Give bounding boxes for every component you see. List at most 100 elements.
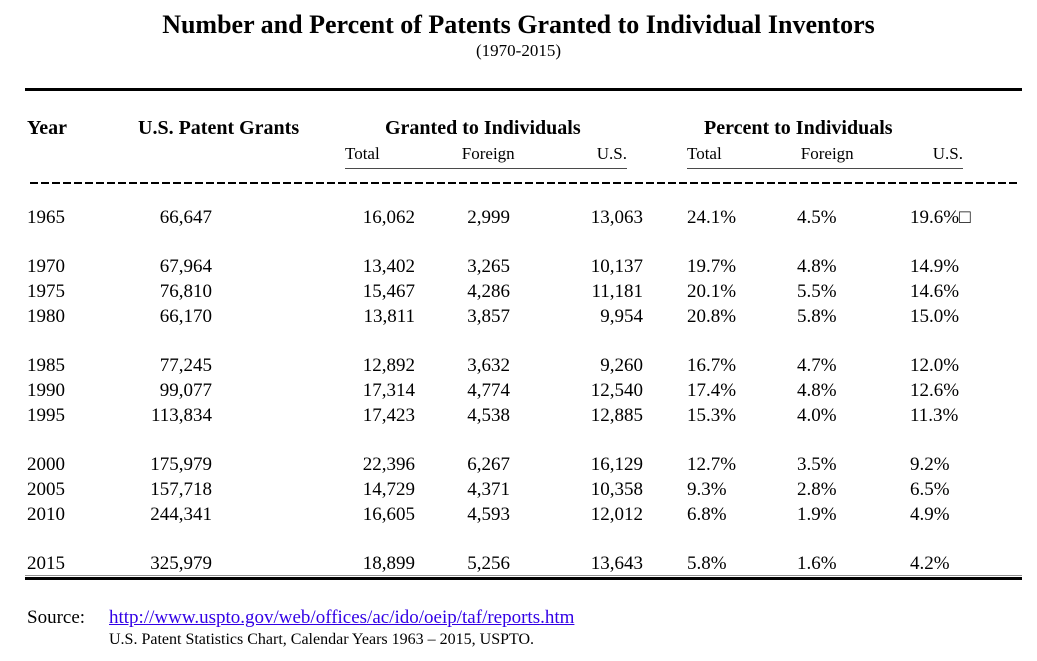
table-body: 1965 66,647 16,062 2,999 13,063 24.1% 4.…	[27, 205, 1023, 576]
bottom-rule	[25, 575, 1022, 581]
cell-percent-foreign: 1.9%	[797, 504, 837, 525]
cell-granted-us: 12,012	[590, 504, 643, 525]
cell-granted-foreign: 3,857	[467, 306, 510, 327]
column-group-granted-to-individuals: Granted to Individuals	[385, 117, 581, 139]
cell-us-patent-grants: 67,964	[159, 256, 212, 277]
cell-granted-total: 17,423	[362, 405, 415, 426]
cell-granted-us: 13,063	[590, 207, 643, 228]
cell-percent-us: 4.2%	[910, 553, 950, 574]
cell-us-patent-grants: 175,979	[150, 454, 212, 475]
page-subtitle: (1970-2015)	[476, 41, 561, 60]
cell-percent-foreign: 3.5%	[797, 454, 837, 475]
table-row: 1965 66,647 16,062 2,999 13,063 24.1% 4.…	[27, 205, 1023, 230]
table-row: 1970 67,964 13,402 3,265 10,137 19.7% 4.…	[27, 254, 1023, 279]
cell-percent-us: 4.9%	[910, 504, 950, 525]
cell-year: 1985	[27, 355, 65, 376]
source-link[interactable]: http://www.uspto.gov/web/offices/ac/ido/…	[109, 607, 575, 628]
cell-granted-us: 12,885	[590, 405, 643, 426]
cell-granted-us: 9,260	[600, 355, 643, 376]
header-separator-rule	[30, 182, 1020, 184]
cell-percent-foreign: 4.8%	[797, 380, 837, 401]
cell-year: 1975	[27, 281, 65, 302]
cell-us-patent-grants: 113,834	[150, 405, 212, 426]
cell-percent-total: 15.3%	[687, 405, 737, 426]
cell-year: 1965	[27, 207, 65, 228]
cell-year: 1980	[27, 306, 65, 327]
cell-granted-total: 15,467	[362, 281, 415, 302]
top-rule	[25, 88, 1022, 91]
cell-granted-foreign: 2,999	[467, 207, 510, 228]
cell-percent-us: 19.6%□	[910, 207, 971, 228]
cell-percent-us: 9.2%	[910, 454, 950, 475]
cell-percent-foreign: 4.8%	[797, 256, 837, 277]
cell-percent-total: 12.7%	[687, 454, 737, 475]
cell-percent-foreign: 1.6%	[797, 553, 837, 574]
cell-us-patent-grants: 157,718	[150, 479, 212, 500]
subheader-granted-us: U.S.	[596, 144, 627, 163]
row-group-spacer	[27, 329, 1023, 353]
cell-granted-total: 16,062	[362, 207, 415, 228]
cell-percent-us: 6.5%	[910, 479, 950, 500]
table-row: 2015 325,979 18,899 5,256 13,643 5.8% 1.…	[27, 551, 1023, 576]
cell-granted-us: 11,181	[591, 281, 643, 302]
cell-percent-total: 19.7%	[687, 256, 737, 277]
cell-percent-total: 20.1%	[687, 281, 737, 302]
table-header: Year U.S. Patent Grants Granted to Indiv…	[0, 0, 1037, 182]
cell-granted-foreign: 6,267	[467, 454, 510, 475]
cell-percent-us: 12.6%	[910, 380, 960, 401]
cell-us-patent-grants: 99,077	[159, 380, 212, 401]
cell-year: 1995	[27, 405, 65, 426]
table-row: 2000 175,979 22,396 6,267 16,129 12.7% 3…	[27, 452, 1023, 477]
column-gap	[643, 254, 687, 279]
column-gap	[643, 279, 687, 304]
page-title: Number and Percent of Patents Granted to…	[162, 10, 875, 39]
cell-granted-total: 12,892	[362, 355, 415, 376]
table-row: 1990 99,077 17,314 4,774 12,540 17.4% 4.…	[27, 378, 1023, 403]
column-gap	[643, 403, 687, 428]
column-gap	[643, 551, 687, 576]
cell-year: 2000	[27, 454, 65, 475]
table-row: 2005 157,718 14,729 4,371 10,358 9.3% 2.…	[27, 477, 1023, 502]
cell-granted-us: 12,540	[590, 380, 643, 401]
cell-granted-foreign: 3,265	[467, 256, 510, 277]
cell-percent-us: 15.0%	[910, 306, 960, 327]
cell-year: 2015	[27, 553, 65, 574]
subheader-percent-total: Total	[687, 144, 722, 163]
cell-percent-total: 6.8%	[687, 504, 727, 525]
cell-year: 2010	[27, 504, 65, 525]
cell-year: 2005	[27, 479, 65, 500]
cell-granted-us: 9,954	[600, 306, 643, 327]
cell-percent-total: 17.4%	[687, 380, 737, 401]
table-row: 1985 77,245 12,892 3,632 9,260 16.7% 4.7…	[27, 353, 1023, 378]
cell-granted-total: 13,811	[363, 306, 415, 327]
cell-granted-total: 22,396	[362, 454, 415, 475]
table-row: 1995 113,834 17,423 4,538 12,885 15.3% 4…	[27, 403, 1023, 428]
column-gap	[643, 353, 687, 378]
cell-granted-us: 10,358	[590, 479, 643, 500]
cell-year: 1970	[27, 256, 65, 277]
subheader-granted-foreign: Foreign	[461, 144, 515, 163]
subheader-percent-foreign: Foreign	[800, 144, 854, 163]
cell-percent-us: 14.9%	[910, 256, 960, 277]
cell-us-patent-grants: 244,341	[150, 504, 212, 525]
cell-granted-foreign: 4,774	[467, 380, 510, 401]
cell-percent-us: 12.0%	[910, 355, 960, 376]
cell-granted-total: 16,605	[362, 504, 415, 525]
cell-percent-foreign: 4.7%	[797, 355, 837, 376]
cell-granted-foreign: 4,538	[467, 405, 510, 426]
cell-granted-total: 13,402	[362, 256, 415, 277]
percent-subheader-row: Total Foreign U.S.	[687, 144, 963, 169]
row-group-spacer	[27, 527, 1023, 551]
cell-percent-us: 14.6%	[910, 281, 960, 302]
cell-percent-total: 5.8%	[687, 553, 727, 574]
column-header-us-patent-grants: U.S. Patent Grants	[138, 117, 300, 139]
column-gap	[643, 205, 687, 230]
cell-percent-us: 11.3%	[910, 405, 959, 426]
table-row: 1975 76,810 15,467 4,286 11,181 20.1% 5.…	[27, 279, 1023, 304]
cell-granted-foreign: 3,632	[467, 355, 510, 376]
cell-percent-total: 20.8%	[687, 306, 737, 327]
cell-us-patent-grants: 76,810	[159, 281, 212, 302]
cell-us-patent-grants: 325,979	[150, 553, 212, 574]
cell-granted-total: 17,314	[362, 380, 415, 401]
